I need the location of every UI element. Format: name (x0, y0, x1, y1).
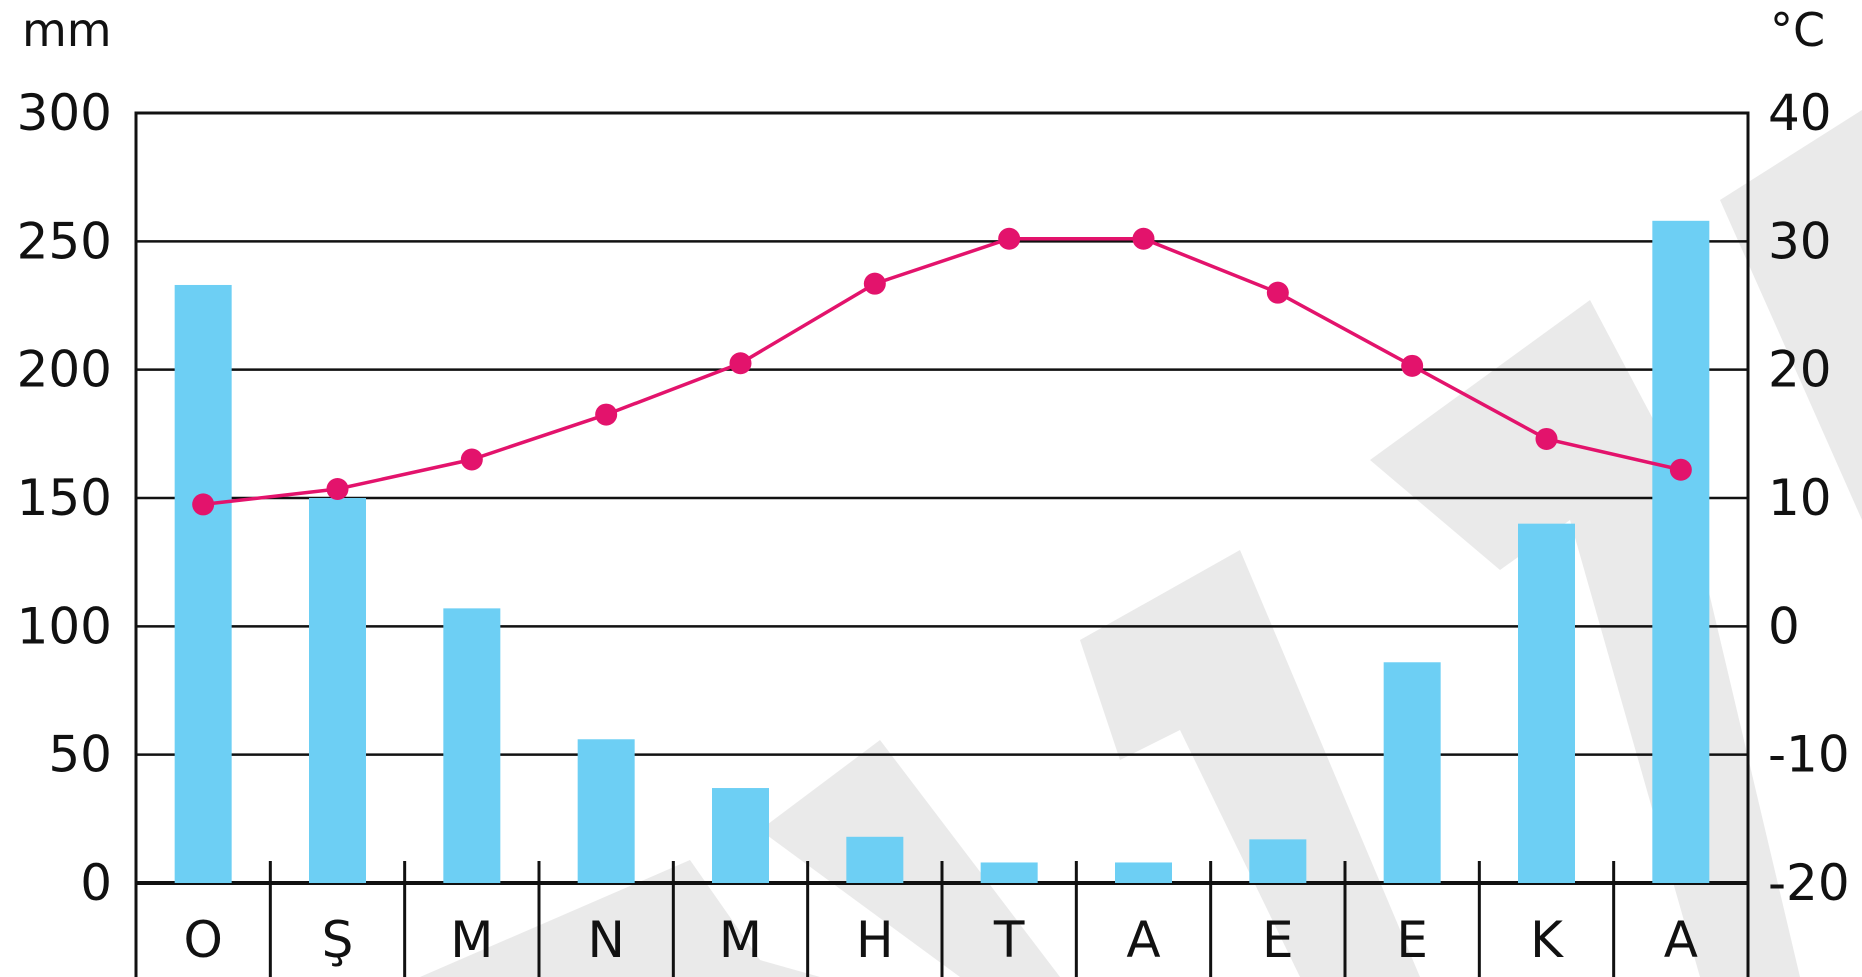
right-tick-label: 40 (1768, 84, 1832, 142)
temperature-point (1132, 227, 1155, 250)
precipitation-bar (1652, 220, 1710, 884)
temperature-point (192, 493, 215, 516)
precipitation-bar (712, 788, 769, 883)
right-tick-label: 10 (1768, 469, 1832, 527)
temperature-point (1669, 458, 1692, 481)
month-label: K (1530, 911, 1564, 969)
precipitation-bar (1518, 523, 1575, 883)
temperature-series (192, 227, 1692, 516)
precipitation-bar (443, 608, 501, 883)
temperature-point (326, 478, 349, 501)
month-label: T (993, 911, 1025, 969)
temperature-point (595, 403, 618, 426)
month-label: M (450, 911, 493, 969)
temperature-point (460, 448, 483, 471)
month-label: O (183, 911, 222, 969)
month-label: A (1664, 911, 1698, 969)
precipitation-bar (980, 862, 1038, 883)
left-axis-unit: mm (22, 3, 112, 57)
temperature-point (729, 352, 752, 375)
temperature-point (998, 227, 1021, 250)
left-tick-label: 200 (17, 341, 112, 399)
month-label: A (1126, 911, 1160, 969)
left-tick-label: 300 (17, 84, 112, 142)
temperature-point (1535, 427, 1558, 450)
right-axis-unit: °C (1770, 3, 1825, 57)
precipitation-bar (577, 739, 635, 883)
right-tick-label: 20 (1768, 341, 1832, 399)
temperature-point (863, 272, 886, 295)
right-axis-ticks: 40 30 20 10 0 -10 -20 (1768, 84, 1850, 912)
right-tick-label: 30 (1768, 212, 1832, 270)
precipitation-bar (1115, 862, 1172, 883)
month-label: E (1262, 911, 1294, 969)
left-tick-label: 100 (17, 597, 112, 655)
temperature-line (202, 237, 1682, 507)
right-tick-label: -20 (1768, 854, 1850, 912)
precipitation-bars (174, 220, 1710, 884)
precipitation-bar (309, 498, 366, 883)
month-label: M (719, 911, 762, 969)
left-tick-label: 50 (48, 726, 112, 784)
left-tick-label: 0 (80, 854, 112, 912)
temperature-point (1266, 281, 1289, 304)
left-tick-label: 150 (17, 469, 112, 527)
month-label: H (856, 911, 894, 969)
precipitation-bar (1383, 662, 1441, 883)
right-tick-label: -10 (1768, 726, 1850, 784)
month-label: N (587, 911, 624, 969)
right-tick-label: 0 (1768, 597, 1800, 655)
month-label: E (1396, 911, 1428, 969)
month-label: Ş (322, 911, 354, 969)
gridlines (136, 111, 1748, 885)
left-tick-label: 250 (17, 212, 112, 270)
precipitation-bar (1249, 839, 1307, 883)
precipitation-bar (174, 284, 232, 883)
temperature-point (1401, 354, 1424, 377)
precipitation-bar (846, 836, 904, 883)
left-axis-ticks: 300 250 200 150 100 50 0 (17, 84, 112, 912)
